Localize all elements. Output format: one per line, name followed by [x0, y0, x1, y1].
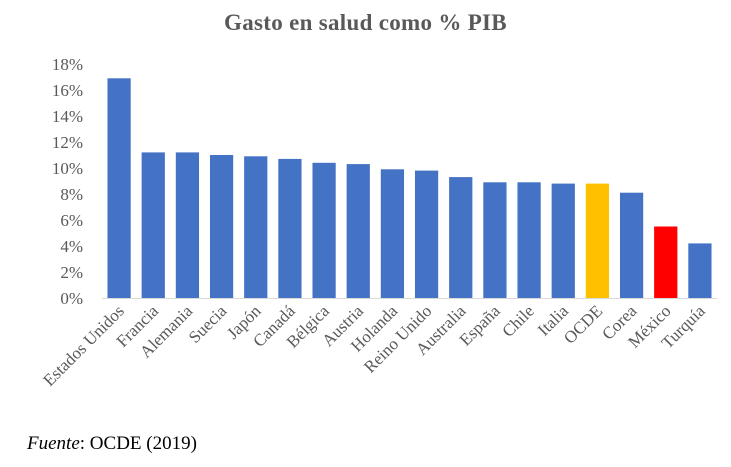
bar	[380, 169, 405, 298]
y-axis-tick-labels: 0% 2% 4% 6% 8% 10% 12% 14% 16% 18%	[52, 55, 83, 308]
y-tick-label: 6%	[60, 211, 83, 230]
bars-group	[107, 78, 712, 298]
bar	[175, 152, 200, 298]
x-tick-label: Estados Unidos	[39, 301, 128, 390]
bar	[278, 158, 302, 298]
x-tick-label: Suecia	[185, 301, 231, 347]
bar	[244, 156, 268, 298]
x-axis-tick-labels: Estados UnidosFranciaAlemaniaSueciaJapón…	[39, 301, 709, 390]
x-tick-label: Chile	[498, 301, 537, 340]
y-tick-label: 0%	[60, 289, 83, 308]
bar	[483, 182, 507, 298]
source-note: Fuente: OCDE (2019)	[27, 433, 197, 455]
bar	[209, 155, 234, 298]
chart-title: Gasto en salud como % PIB	[224, 10, 507, 35]
bar	[414, 170, 439, 298]
y-tick-label: 10%	[52, 159, 83, 178]
bar	[654, 226, 678, 298]
x-tick-label: OCDE	[560, 301, 606, 347]
y-tick-label: 14%	[52, 107, 83, 126]
bar	[449, 177, 473, 298]
bar	[585, 183, 610, 298]
y-tick-label: 4%	[60, 237, 83, 256]
bar	[551, 183, 575, 298]
y-tick-label: 12%	[52, 133, 83, 152]
y-tick-label: 18%	[52, 55, 83, 74]
bar	[107, 78, 131, 298]
y-tick-label: 2%	[60, 263, 83, 282]
bar	[517, 182, 541, 298]
bar	[141, 152, 165, 298]
bar	[312, 162, 336, 298]
source-label: Fuente	[27, 433, 80, 454]
bar	[346, 164, 370, 298]
bar	[619, 192, 644, 298]
source-text: : OCDE (2019)	[79, 433, 197, 454]
y-tick-label: 8%	[60, 185, 83, 204]
y-tick-label: 16%	[52, 81, 83, 100]
bar	[688, 243, 712, 298]
